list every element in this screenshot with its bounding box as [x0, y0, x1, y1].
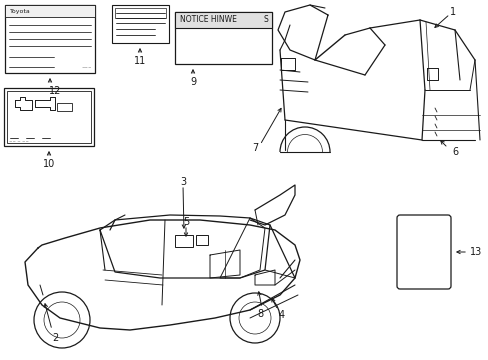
Bar: [175, 12, 271, 64]
Text: ~~~: ~~~: [81, 66, 92, 70]
Text: NOTICE HINWE: NOTICE HINWE: [180, 15, 236, 24]
Bar: [175, 235, 193, 247]
Text: 5: 5: [183, 217, 189, 227]
Text: 6: 6: [451, 147, 457, 157]
Bar: [112, 5, 169, 43]
Text: 9: 9: [189, 77, 196, 87]
Bar: [175, 12, 271, 28]
Text: 1: 1: [449, 7, 455, 17]
Text: 11: 11: [134, 56, 146, 66]
Bar: [7, 91, 91, 143]
Text: Toyota: Toyota: [10, 9, 31, 13]
Text: 10: 10: [43, 159, 55, 169]
Text: S: S: [264, 15, 268, 24]
Bar: [5, 5, 95, 73]
Text: 2: 2: [52, 333, 58, 343]
Bar: [4, 88, 94, 146]
Text: ~~ ~ ~~: ~~ ~ ~~: [9, 140, 29, 144]
Bar: [196, 235, 207, 245]
Text: 8: 8: [256, 309, 263, 319]
Bar: [57, 103, 72, 111]
Bar: [5, 5, 95, 17]
Text: 12: 12: [49, 86, 61, 96]
Text: 3: 3: [180, 177, 185, 187]
Bar: [115, 8, 165, 18]
Text: 4: 4: [278, 310, 285, 320]
Text: 7: 7: [251, 143, 258, 153]
Text: 13: 13: [469, 247, 481, 257]
